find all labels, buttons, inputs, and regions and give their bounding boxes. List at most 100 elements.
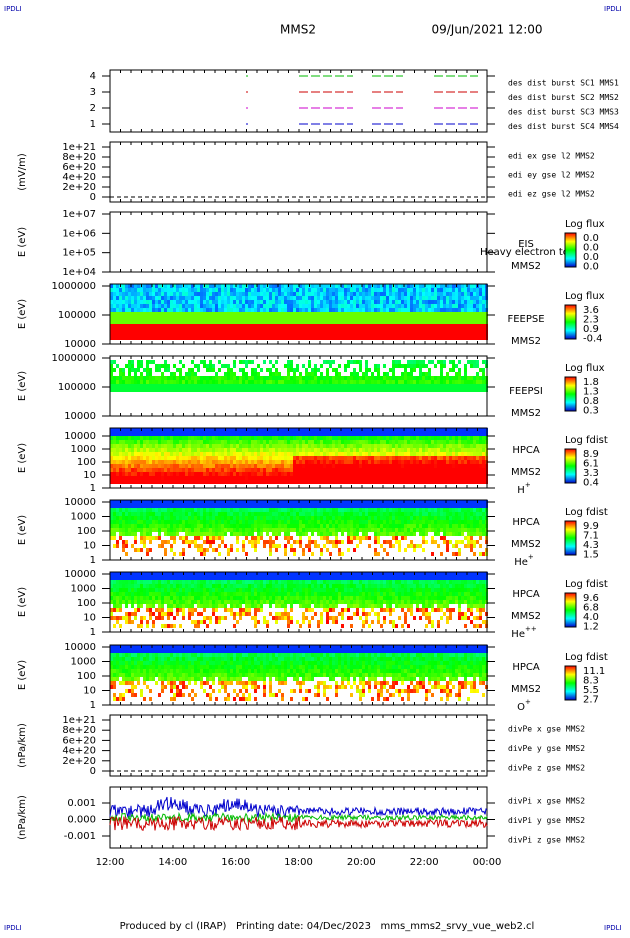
pixel (194, 332, 197, 336)
pixel (326, 312, 329, 316)
pixel (164, 300, 167, 304)
pixel (257, 316, 260, 320)
pixel (392, 472, 395, 476)
pixel (344, 376, 347, 380)
pixel (335, 440, 338, 444)
pixel (113, 480, 116, 484)
pixel (266, 376, 269, 380)
pixel (365, 448, 368, 452)
pixel (206, 444, 209, 448)
pixel (236, 452, 239, 456)
pixel (260, 432, 263, 436)
pixel (227, 476, 230, 480)
pixel (419, 480, 422, 484)
pixel (377, 288, 380, 292)
pixel (287, 444, 290, 448)
colorbar-title: Log flux (565, 363, 605, 374)
pixel (302, 460, 305, 464)
pixel (179, 472, 182, 476)
pixel (230, 464, 233, 468)
pixel (203, 292, 206, 296)
pixel (443, 332, 446, 336)
pixel (296, 304, 299, 308)
pixel (380, 320, 383, 324)
pixel (137, 364, 140, 368)
pixel (167, 472, 170, 476)
pixel (383, 456, 386, 460)
pixel (257, 380, 260, 384)
pixel (125, 336, 128, 340)
pixel (281, 388, 284, 392)
pixel (416, 448, 419, 452)
pixel (437, 428, 440, 432)
pixel (242, 468, 245, 472)
pixel (131, 332, 134, 336)
pixel (425, 324, 428, 328)
pixel (311, 380, 314, 384)
pixel (206, 460, 209, 464)
pixel (170, 384, 173, 388)
pixel (290, 304, 293, 308)
pixel (134, 512, 137, 516)
pixel (458, 388, 461, 392)
pixel (134, 376, 137, 380)
pixel (221, 320, 224, 324)
pixel (401, 384, 404, 388)
pixel (272, 452, 275, 456)
pixel (284, 464, 287, 468)
pixel (155, 440, 158, 444)
pixel (116, 448, 119, 452)
pixel (200, 316, 203, 320)
pixel (284, 316, 287, 320)
pixel (278, 300, 281, 304)
pixel (251, 448, 254, 452)
pixel (239, 284, 242, 288)
pixel (251, 432, 254, 436)
pixel (260, 304, 263, 308)
pixel (296, 448, 299, 452)
pixel (308, 308, 311, 312)
pixel (464, 324, 467, 328)
pixel (386, 376, 389, 380)
pixel (236, 464, 239, 468)
pixel (119, 312, 122, 316)
pixel (383, 388, 386, 392)
pixel (134, 464, 137, 468)
pixel (320, 464, 323, 468)
pixel (254, 376, 257, 380)
pixel (251, 332, 254, 336)
pixel (338, 372, 341, 376)
pixel (470, 388, 473, 392)
pixel (416, 432, 419, 436)
pixel (254, 328, 257, 332)
pixel (329, 324, 332, 328)
pixel (143, 292, 146, 296)
pixel (131, 508, 134, 512)
pixel (308, 292, 311, 296)
pixel (260, 436, 263, 440)
pixel (452, 364, 455, 368)
pixel (302, 292, 305, 296)
pixel (176, 456, 179, 460)
pixel (224, 476, 227, 480)
pixel (473, 460, 476, 464)
pixel (344, 308, 347, 312)
pixel (374, 436, 377, 440)
pixel (167, 312, 170, 316)
pixel (278, 384, 281, 388)
pixel (311, 328, 314, 332)
pixel (140, 304, 143, 308)
pixel (362, 452, 365, 456)
pixel (374, 460, 377, 464)
pixel (389, 452, 392, 456)
pixel (365, 460, 368, 464)
pixel (263, 328, 266, 332)
pixel (305, 464, 308, 468)
y-tick-label: 0 (90, 192, 96, 203)
pixel (356, 380, 359, 384)
pixel (248, 460, 251, 464)
pixel (317, 308, 320, 312)
pixel (221, 464, 224, 468)
pixel (248, 480, 251, 484)
pixel (404, 288, 407, 292)
